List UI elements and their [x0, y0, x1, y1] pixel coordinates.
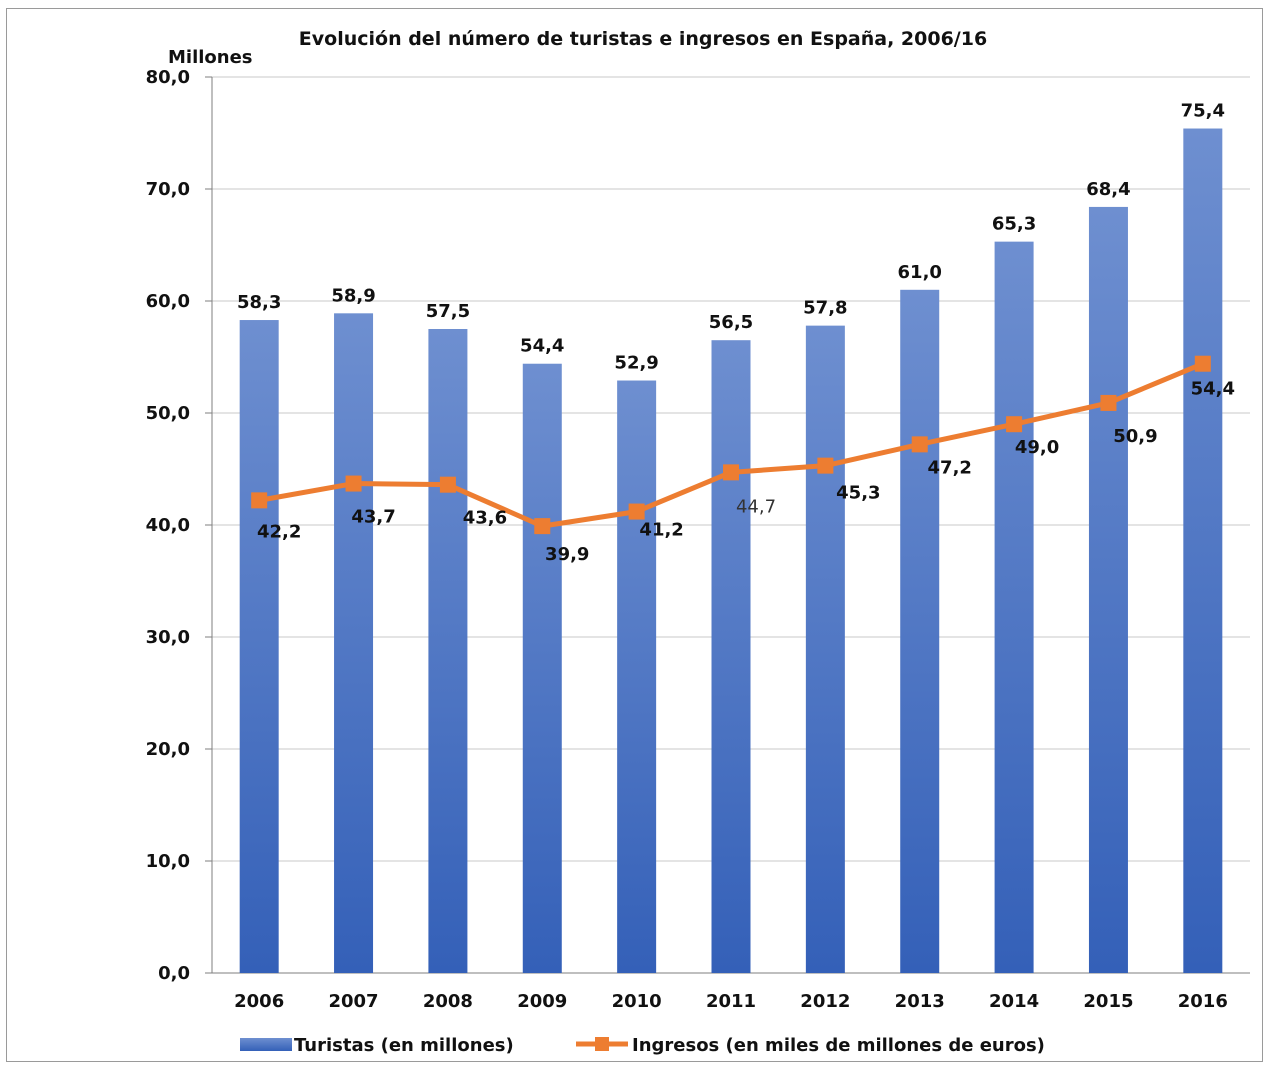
bars: [239, 128, 1223, 974]
chart-title: Evolución del número de turistas e ingre…: [299, 28, 987, 50]
y-tick-label: 10,0: [146, 851, 190, 872]
y-tick-label: 40,0: [146, 515, 190, 536]
legend-label-ingresos: Ingresos (en miles de millones de euros): [632, 1035, 1045, 1056]
x-tick-label: 2006: [234, 991, 284, 1012]
income-marker-2010: [628, 503, 645, 520]
x-tick-label: 2014: [989, 991, 1039, 1012]
bar-value-label: 57,5: [426, 301, 470, 322]
bar-2006: [239, 320, 279, 973]
income-marker-2009: [534, 518, 551, 535]
bar-value-label: 58,3: [237, 292, 281, 313]
bar-value-label: 65,3: [992, 214, 1036, 235]
bar-value-label: 54,4: [520, 336, 564, 357]
income-value-label: 49,0: [1015, 437, 1059, 458]
bar-value-label: 56,5: [709, 312, 753, 333]
bar-value-label: 61,0: [898, 262, 942, 283]
bar-2008: [428, 329, 468, 973]
x-tick-label: 2012: [800, 991, 850, 1012]
y-axis: 0,0 10,0 20,0 30,0 40,0 50,0 60,0 70,0 80,0: [146, 67, 213, 984]
bar-value-label: 75,4: [1181, 101, 1225, 122]
bar-value-label: 57,8: [803, 298, 847, 319]
income-marker-2014: [1006, 416, 1023, 433]
x-tick-label: 2008: [423, 991, 473, 1012]
income-marker-2012: [817, 457, 834, 474]
income-value-label: 47,2: [928, 457, 972, 478]
y-tick-label: 60,0: [146, 291, 190, 312]
x-tick-label: 2015: [1083, 991, 1133, 1012]
income-value-label: 41,2: [639, 520, 683, 541]
income-marker-2013: [911, 436, 928, 453]
x-tick-label: 2010: [612, 991, 662, 1012]
bar-2010: [617, 380, 657, 973]
income-value-label: 43,7: [351, 507, 395, 528]
income-value-label: 39,9: [545, 544, 589, 565]
bar-2013: [900, 289, 940, 973]
bar-2015: [1088, 206, 1128, 974]
legend-swatch-turistas: [240, 1038, 292, 1051]
bar-2012: [805, 325, 845, 973]
y-tick-label: 50,0: [146, 403, 190, 424]
bar-value-label: 68,4: [1086, 179, 1130, 200]
bar-2011: [711, 340, 751, 973]
bar-value-label: 52,9: [614, 353, 658, 374]
income-value-label: 54,4: [1191, 379, 1235, 400]
bar-2007: [334, 313, 374, 973]
legend-swatch-ingresos-marker: [595, 1037, 609, 1051]
unit-label: Millones: [168, 47, 253, 68]
y-tick-label: 0,0: [158, 963, 190, 984]
bar-2014: [994, 241, 1034, 973]
y-tick-label: 70,0: [146, 179, 190, 200]
income-value-label: 44,7: [736, 496, 776, 517]
income-marker-2006: [251, 492, 268, 509]
income-marker-2016: [1194, 355, 1211, 372]
income-value-label: 50,9: [1113, 426, 1157, 447]
income-line: [251, 355, 1211, 535]
bar-2016: [1183, 128, 1223, 973]
income-value-label: 42,2: [257, 521, 301, 542]
x-tick-label: 2016: [1178, 991, 1228, 1012]
x-tick-label: 2011: [706, 991, 756, 1012]
y-tick-label: 20,0: [146, 739, 190, 760]
y-tick-label: 30,0: [146, 627, 190, 648]
line-labels: 42,2 43,7 43,6 39,9 41,2 44,7 45,3 47,2 49,0 50,9…: [257, 379, 1235, 565]
income-value-label: 43,6: [463, 508, 507, 529]
legend-label-turistas: Turistas (en millones): [294, 1035, 514, 1056]
x-tick-label: 2013: [895, 991, 945, 1012]
y-tick-label: 80,0: [146, 67, 190, 88]
legend: Turistas (en millones) Ingresos (en mile…: [240, 1035, 1045, 1056]
x-axis: 2006 2007 2008 2009 2010 2011 2012 2013 2014 2015…: [234, 991, 1228, 1012]
income-marker-2007: [345, 475, 362, 492]
bar-labels: 58,3 58,9 57,5 54,4 52,9 56,5 57,8 61,0 65,3 68,4…: [237, 101, 1225, 374]
bar-value-label: 58,9: [331, 285, 375, 306]
income-marker-2015: [1100, 394, 1117, 411]
income-value-label: 45,3: [836, 483, 880, 504]
x-tick-label: 2009: [517, 991, 567, 1012]
income-marker-2008: [439, 476, 456, 493]
income-marker-2011: [723, 464, 739, 481]
bar-2009: [522, 363, 562, 974]
x-tick-label: 2007: [328, 991, 378, 1012]
